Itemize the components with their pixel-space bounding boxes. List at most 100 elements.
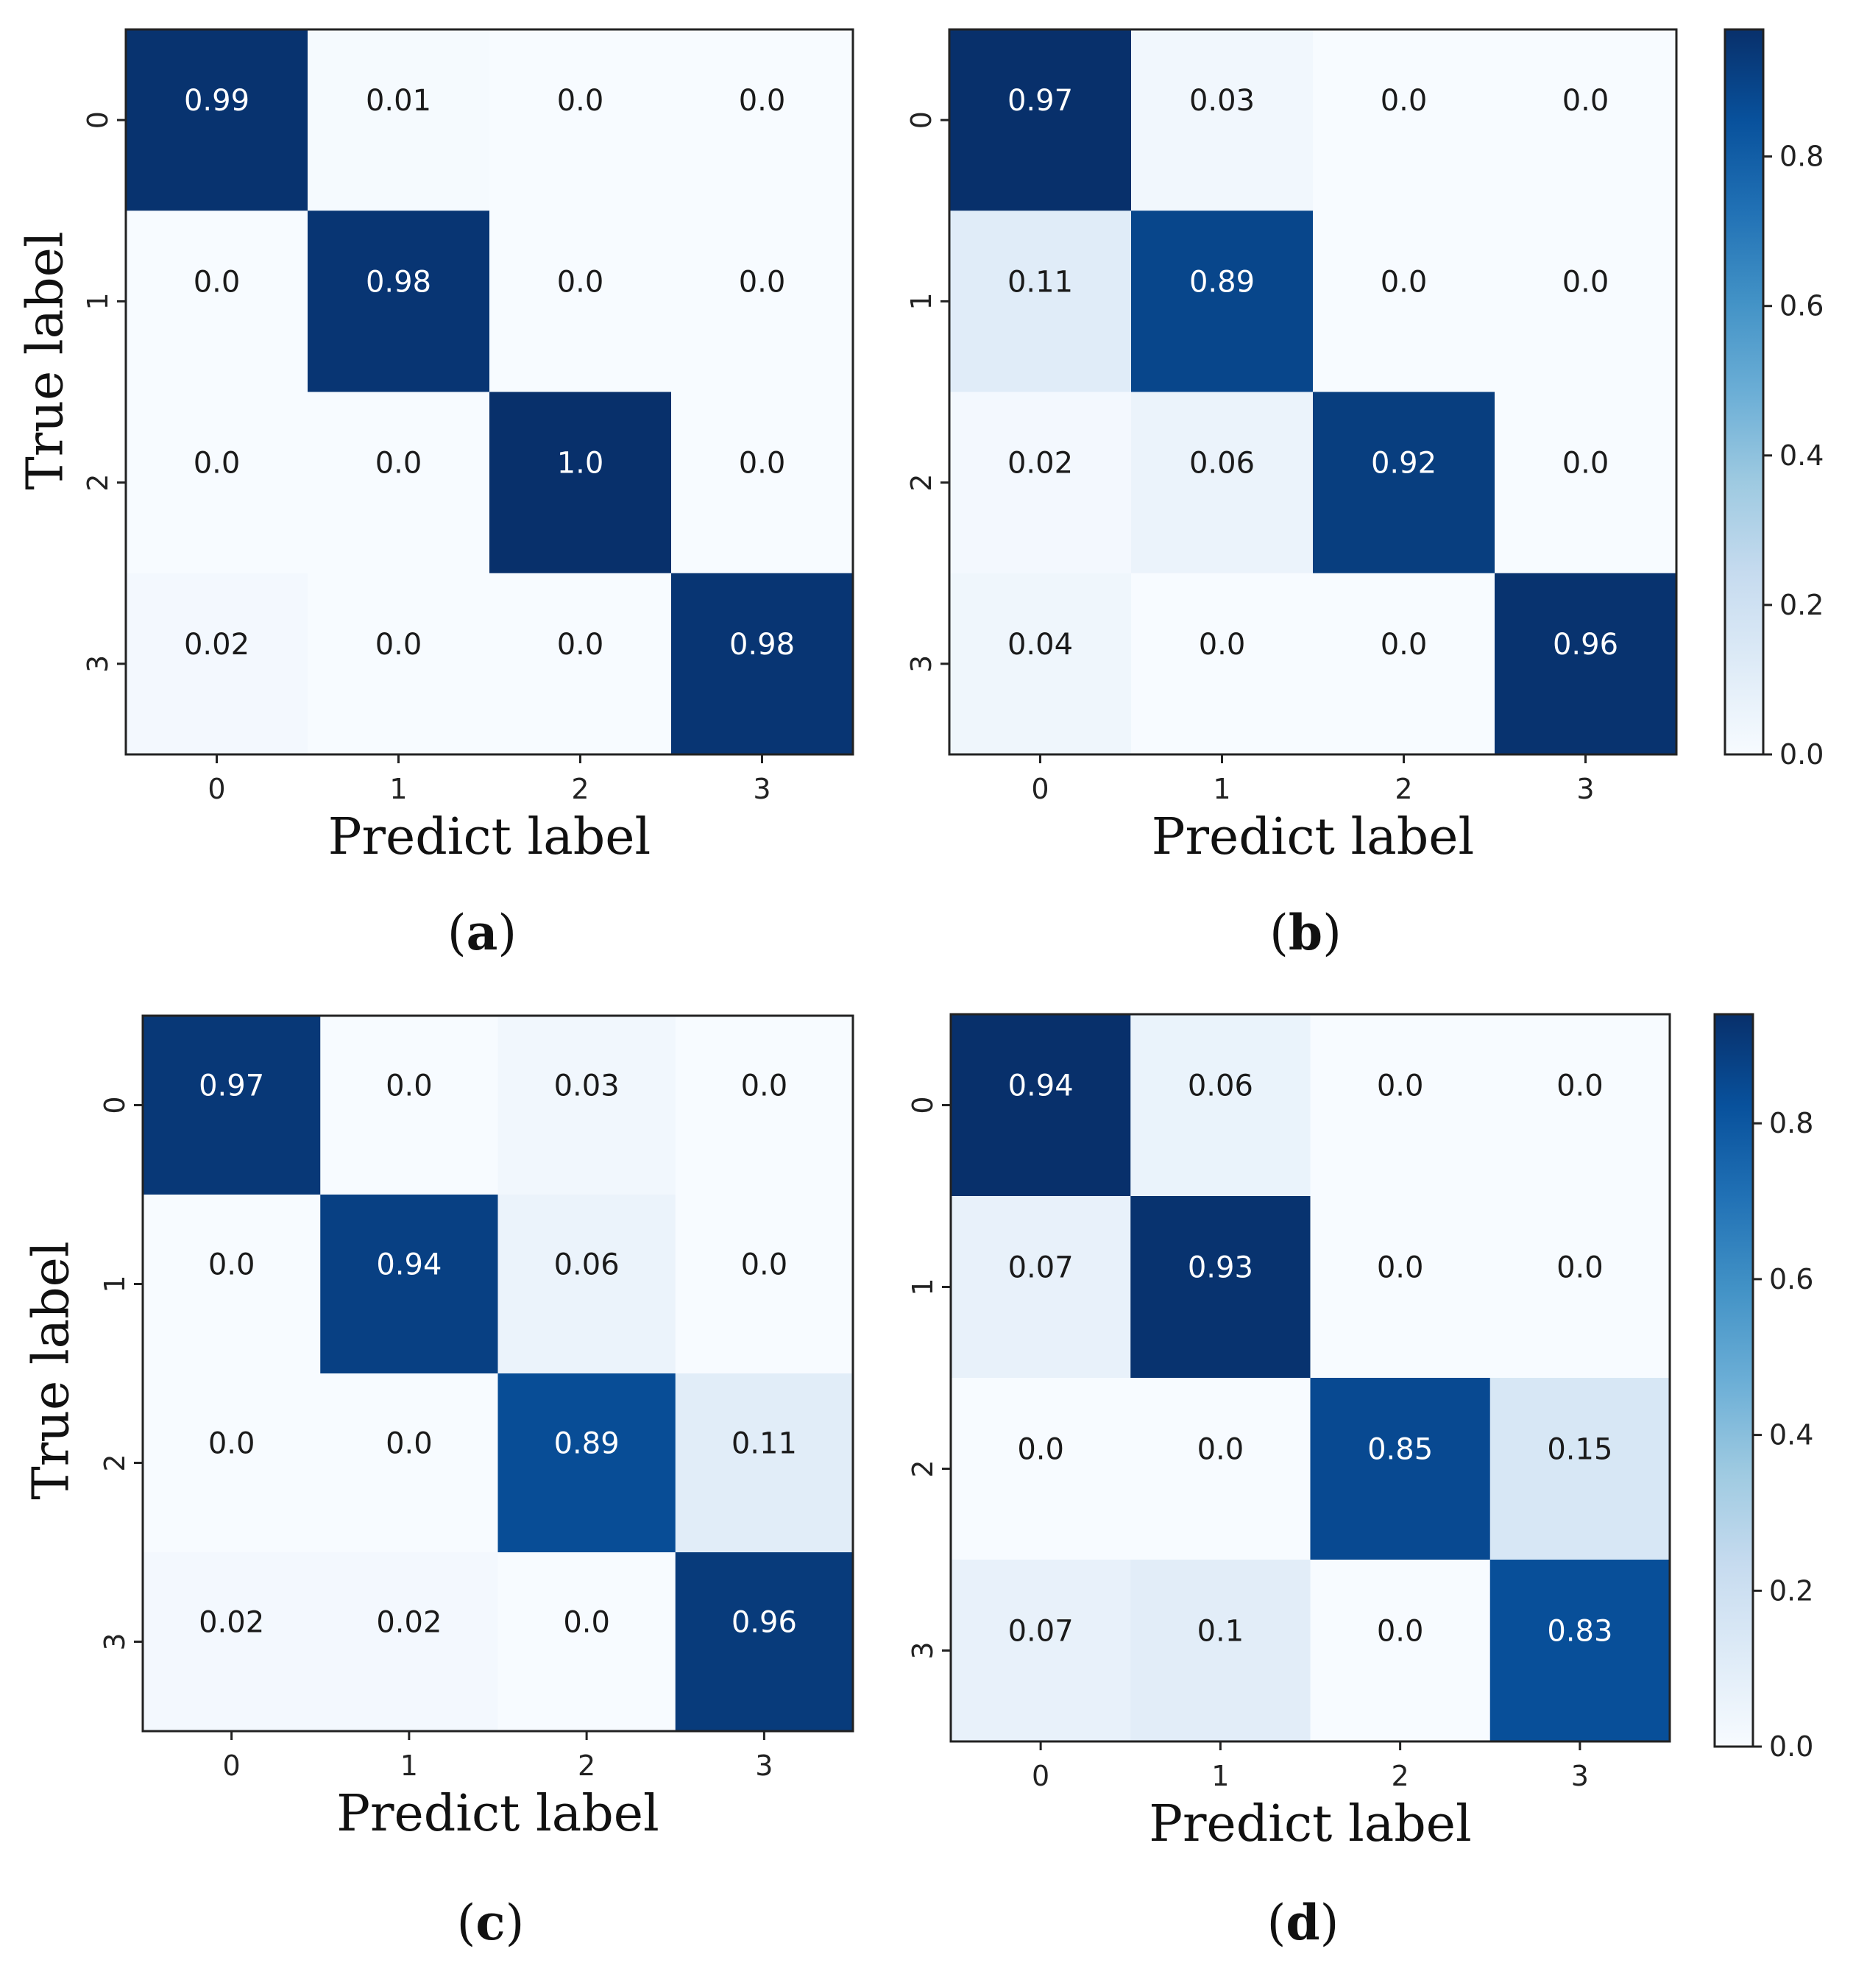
heatmap-cell xyxy=(1131,29,1314,211)
panel-caption-letter: d xyxy=(1286,1894,1319,1951)
cell-value-label: 0.0 xyxy=(1381,265,1428,299)
cell-value-label: 0.0 xyxy=(739,265,786,299)
heatmap-cell xyxy=(489,211,672,392)
heatmap-cell xyxy=(489,392,672,574)
cell-value-label: 0.0 xyxy=(557,628,604,662)
heatmap-cell xyxy=(1495,29,1677,211)
heatmap-cell xyxy=(1495,392,1677,574)
heatmap-cell xyxy=(497,1016,676,1195)
x-tick-label: 3 xyxy=(1571,1760,1589,1792)
heatmap-cell xyxy=(1310,1014,1491,1197)
heatmap-cell xyxy=(489,573,672,755)
heatmap-cell xyxy=(1313,573,1495,755)
heatmap-cell xyxy=(675,1016,854,1195)
heatmap-cell xyxy=(951,1014,1131,1197)
heatmap-cell xyxy=(143,1195,321,1374)
panel-caption-letter: a xyxy=(467,904,498,961)
colorbar-tick-label: 0.2 xyxy=(1779,589,1824,621)
cell-value-label: 0.03 xyxy=(1189,84,1255,118)
cell-value-label: 0.0 xyxy=(1377,1251,1424,1285)
y-tick-label: 1 xyxy=(82,292,114,310)
heatmap-cell xyxy=(671,392,854,574)
heatmap-cell xyxy=(1489,1196,1671,1379)
heatmap-cell xyxy=(320,1552,498,1732)
cell-value-label: 0.06 xyxy=(554,1248,620,1282)
panel-caption-letter: b xyxy=(1289,904,1322,961)
heatmap-cell xyxy=(951,1378,1131,1560)
cell-value-label: 0.85 xyxy=(1367,1433,1433,1467)
cell-value-label: 0.0 xyxy=(375,447,422,481)
colorbar-tick-label: 0.0 xyxy=(1779,738,1824,771)
heatmap-cell xyxy=(675,1373,854,1553)
cell-value-label: 1.0 xyxy=(557,447,604,481)
cell-value-label: 0.0 xyxy=(1377,1615,1424,1649)
colorbar-gradient xyxy=(1723,28,1765,756)
plot-frame xyxy=(948,28,1678,756)
colorbar-gradient xyxy=(1713,1013,1754,1748)
y-tick-label: 2 xyxy=(82,474,114,492)
y-axis-title: True label xyxy=(23,1241,81,1499)
y-axis-title: True label xyxy=(17,231,75,489)
colorbar: 0.0 0.2 0.4 0.6 0.8 xyxy=(1723,28,1824,771)
cell-value-label: 0.11 xyxy=(731,1427,797,1461)
cell-value-label: 0.02 xyxy=(376,1606,442,1640)
heatmap-cell xyxy=(489,29,672,211)
x-axis-title: Predict label xyxy=(328,808,651,866)
cell-value-label: 0.11 xyxy=(1007,265,1073,299)
heatmap-cell xyxy=(1131,392,1314,574)
cell-value-label: 0.0 xyxy=(1017,1433,1064,1467)
heatmap-cell xyxy=(497,1373,676,1553)
y-tick-label: 1 xyxy=(907,1278,939,1295)
heatmap-cell xyxy=(671,211,854,392)
cell-value-label: 0.89 xyxy=(1189,265,1255,299)
confusion-matrix-b: 0.97 0.03 0.0 0.00.11 0.89 0.0 0.00.02 0.06 0.92… xyxy=(905,28,1824,961)
y-tick-label: 1 xyxy=(99,1275,131,1292)
heatmap-cell xyxy=(143,1552,321,1732)
y-tick-label: 0 xyxy=(907,1096,939,1114)
cell-value-label: 0.0 xyxy=(1556,1069,1604,1103)
cell-value-label: 0.0 xyxy=(1562,447,1609,481)
plot-frame xyxy=(124,28,854,756)
heatmap-cell xyxy=(1313,392,1495,574)
heatmap-cell xyxy=(308,573,490,755)
cell-value-label: 0.0 xyxy=(194,447,241,481)
cell-value-label: 0.97 xyxy=(199,1069,264,1103)
colorbar-tick-label: 0.2 xyxy=(1769,1574,1813,1607)
cell-value-label: 0.0 xyxy=(386,1427,433,1461)
cell-value-label: 0.94 xyxy=(1008,1069,1074,1103)
heatmap-cell xyxy=(949,29,1132,211)
heatmap-cell xyxy=(1313,29,1495,211)
plot-frame xyxy=(141,1014,854,1733)
panel-caption: (b) xyxy=(1269,904,1342,961)
cell-value-label: 0.0 xyxy=(557,84,604,118)
cell-value-label: 0.0 xyxy=(741,1069,788,1103)
heatmap-cell xyxy=(949,573,1132,755)
x-tick-label: 1 xyxy=(1211,1760,1229,1792)
cell-value-label: 0.0 xyxy=(557,265,604,299)
y-tick-label: 1 xyxy=(905,292,938,310)
heatmap-cell xyxy=(675,1195,854,1374)
colorbar-tick-label: 0.6 xyxy=(1769,1263,1813,1295)
heatmap-cell xyxy=(1495,573,1677,755)
panel-caption-letter: c xyxy=(475,1894,505,1951)
cell-value-label: 0.83 xyxy=(1547,1615,1612,1649)
cell-value-label: 0.93 xyxy=(1188,1251,1253,1285)
x-tick-label: 2 xyxy=(571,773,589,805)
heatmap-cell xyxy=(671,29,854,211)
cell-value-label: 0.0 xyxy=(1562,84,1609,118)
panel-caption: (c) xyxy=(457,1894,525,1951)
heatmap-cell xyxy=(675,1552,854,1732)
heatmap-cell xyxy=(1310,1378,1491,1560)
cell-value-label: 0.0 xyxy=(739,447,786,481)
cell-value-label: 0.0 xyxy=(563,1606,610,1640)
heatmap-cell xyxy=(1310,1196,1491,1379)
plot-frame xyxy=(949,1013,1671,1743)
y-tick-label: 3 xyxy=(905,655,938,673)
x-axis-title: Predict label xyxy=(1149,1795,1472,1853)
heatmap-cell xyxy=(1489,1014,1671,1197)
cell-value-label: 0.98 xyxy=(366,265,431,299)
cell-value-label: 0.92 xyxy=(1371,447,1436,481)
heatmap-cell xyxy=(1489,1560,1671,1742)
cell-value-label: 0.96 xyxy=(1553,628,1618,662)
y-tick-label: 2 xyxy=(907,1460,939,1477)
